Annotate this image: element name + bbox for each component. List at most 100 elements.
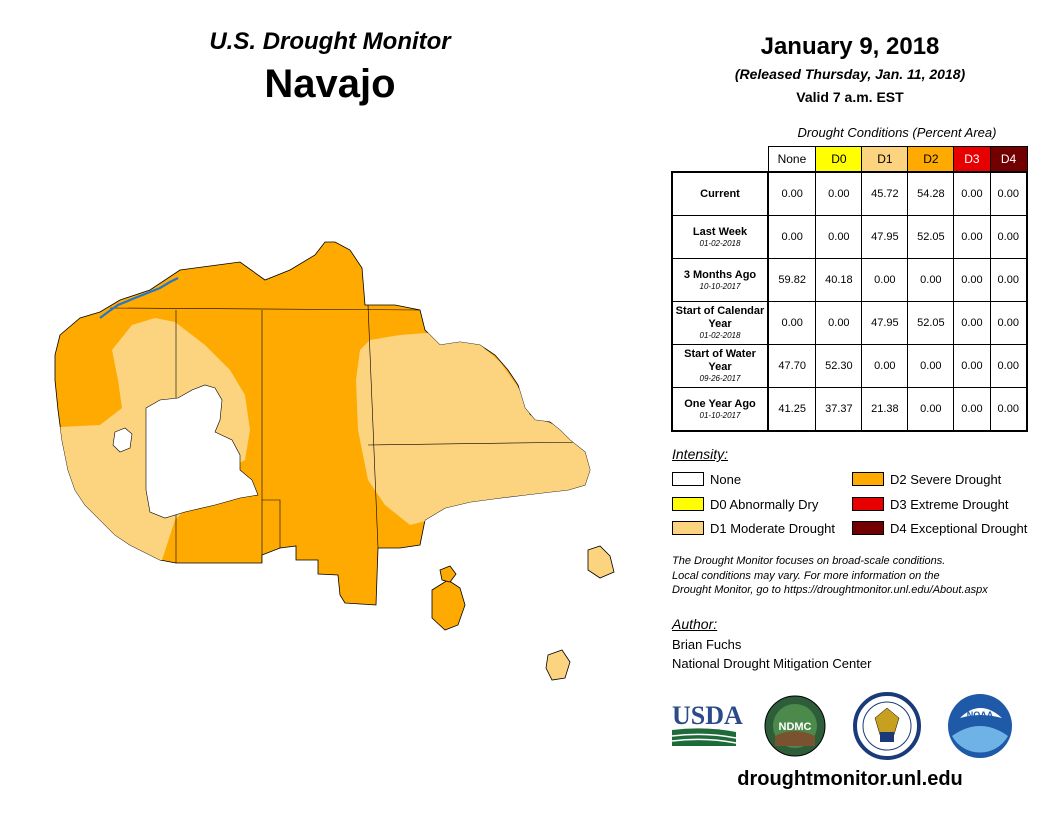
col-d2: D2 [907,146,955,173]
table-cell: 52.05 [907,301,955,345]
legend-swatch [672,521,704,535]
table-cell: 0.00 [989,215,1028,259]
river [99,277,179,319]
table-cell: 40.18 [815,258,863,302]
legend-swatch [852,497,884,511]
row-label-text: One Year Ago [684,397,756,410]
legend-label: D0 Abnormally Dry [710,496,819,512]
noaa-text: NOAA [967,710,994,720]
table-row: Current 0.00 0.00 45.72 54.28 0.00 0.00 [671,171,1028,216]
conditions-table: None D0 D1 D2 D3 D4 Current 0.00 0.00 45.72… [671,146,1028,432]
table-cell: 0.00 [907,258,955,302]
table-cell: 0.00 [767,215,817,259]
author-name: Brian Fuchs [672,637,742,652]
table-row: Start of Calendar Year 01-02-2018 0.00 0.00… [671,301,1028,345]
row-label-text: Current [700,187,740,200]
parcel-east [587,545,615,579]
row-date: 01-10-2017 [699,410,741,420]
commerce-seal-logo [853,692,921,760]
usda-logo: USDA [671,701,743,746]
row-label-text: Start of Calendar Year [675,305,765,330]
table-cell: 0.00 [953,215,991,259]
table-row: Last Week 01-02-2018 0.00 0.00 47.95 52.05 0.0… [671,215,1028,259]
legend-label: D1 Moderate Drought [710,520,836,536]
logos: USDA NDMC NOAA [671,692,1012,760]
row-label-text: Start of Water Year [684,348,756,373]
row-label: One Year Ago 01-10-2017 [671,387,769,432]
table-row: One Year Ago 01-10-2017 41.25 37.37 21.38 0.0… [671,387,1028,432]
table-cell: 54.28 [907,171,955,216]
table-cell: 0.00 [989,301,1028,345]
table-cell: 0.00 [953,387,991,432]
row-label: Start of Water Year 09-26-2017 [671,344,769,388]
website-url[interactable]: droughtmonitor.unl.edu [737,768,963,790]
col-none: None [767,146,817,173]
drought-map [54,241,615,681]
col-d4: D4 [989,146,1028,173]
col-d0: D0 [815,146,863,173]
disclaimer-line: Local conditions may vary. For more info… [672,569,940,582]
author-org: National Drought Mitigation Center [672,656,872,671]
noaa-logo: NOAA [948,694,1012,758]
table-cell: 0.00 [989,387,1028,432]
table-title: Drought Conditions (Percent Area) [797,125,997,140]
table-cell: 0.00 [989,344,1028,388]
legend-swatch [852,472,884,486]
row-label-text: 3 Months Ago [683,268,757,281]
table-cell: 0.00 [815,301,863,345]
row-label: Current [671,171,769,216]
table-cell: 47.95 [861,301,909,345]
valid-time: Valid 7 a.m. EST [796,89,904,105]
table-cell: 37.37 [815,387,863,432]
legend-d0: D0 Abnormally Dry [672,496,818,512]
legend-label: None [710,471,742,487]
row-date: 09-26-2017 [699,374,741,383]
no-drought-blob [112,427,133,453]
table-cell: 0.00 [767,301,817,345]
table-cell: 0.00 [815,171,863,216]
legend-none: None [672,471,741,487]
row-label: 3 Months Ago 10-10-2017 [671,258,769,302]
table-cell: 0.00 [989,258,1028,302]
no-drought-area [145,384,259,519]
map-title: U.S. Drought Monitor [209,28,451,55]
table-cell: 0.00 [953,301,991,345]
table-cell: 59.82 [767,258,817,302]
legend-swatch [672,472,704,486]
table-cell: 21.38 [861,387,909,432]
release-date: (Released Thursday, Jan. 11, 2018) [734,66,966,82]
d1-region-east [356,332,590,525]
ndmc-text: NDMC [779,721,812,733]
map-region: Navajo [264,62,396,106]
table-cell: 0.00 [861,258,909,302]
legend-label: D3 Extreme Drought [890,496,1009,512]
table-cell: 52.30 [815,344,863,388]
table-cell: 0.00 [953,171,991,216]
row-label: Start of Calendar Year 01-02-2018 [671,301,769,345]
table-row: Start of Water Year 09-26-2017 47.70 52.30 0… [671,344,1028,388]
author-title: Author: [672,616,718,632]
legend-d2: D2 Severe Drought [852,471,1001,487]
header-blank [672,146,769,173]
table-cell: 0.00 [953,344,991,388]
row-date: 10-10-2017 [699,281,741,291]
table-cell: 41.25 [767,387,817,432]
disclaimer-line: Drought Monitor, go to https://droughtmo… [672,584,988,596]
table-cell: 0.00 [907,387,955,432]
parcel-small [439,565,457,583]
parcel-south-2 [545,649,571,681]
legend-d4: D4 Exceptional Drought [852,520,1027,536]
parcel-south-1 [431,579,466,631]
table-row: 3 Months Ago 10-10-2017 59.82 40.18 0.00 0.00… [671,258,1028,302]
legend-label: D4 Exceptional Drought [890,520,1028,536]
disclaimer: The Drought Monitor focuses on broad-sca… [672,554,1042,598]
table-cell: 0.00 [989,171,1028,216]
table-cell: 0.00 [907,344,955,388]
legend-label: D2 Severe Drought [890,471,1002,487]
legend-d1: D1 Moderate Drought [672,520,835,536]
row-label: Last Week 01-02-2018 [671,215,769,259]
row-label-text: Last Week [692,225,748,238]
table-cell: 47.70 [767,344,817,388]
usda-text: USDA [672,701,743,730]
table-header-row: None D0 D1 D2 D3 D4 [672,146,1028,173]
